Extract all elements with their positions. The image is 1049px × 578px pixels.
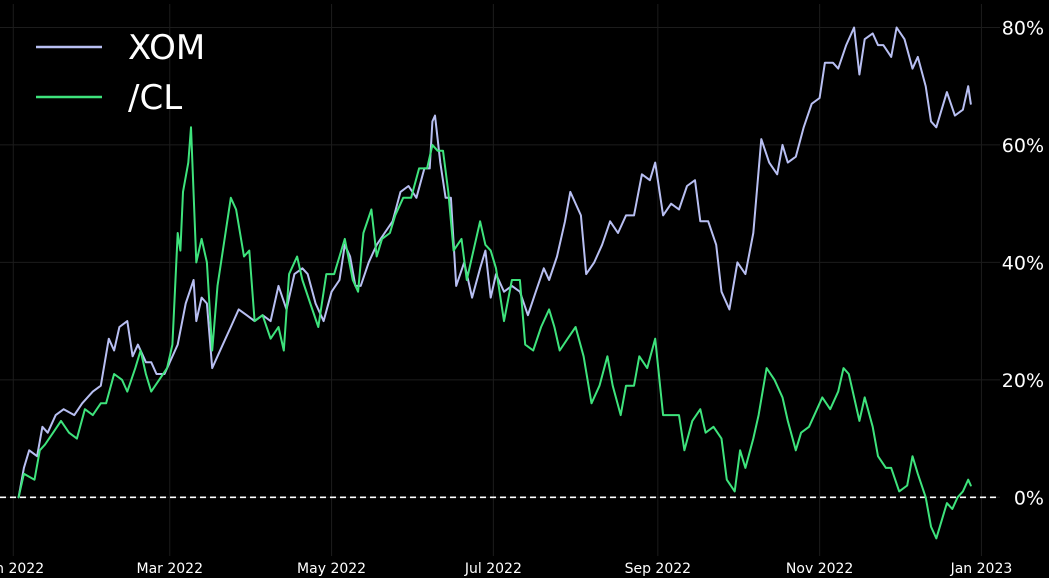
legend-item: XOM bbox=[36, 28, 205, 68]
x-tick-label: Jul 2022 bbox=[464, 561, 522, 577]
legend-item: /CL bbox=[36, 78, 182, 118]
legend-label: /CL bbox=[128, 78, 182, 118]
series-line-xom bbox=[17, 26, 972, 499]
grid-lines bbox=[0, 4, 1000, 556]
y-tick-label: 20% bbox=[1002, 370, 1044, 392]
x-tick-label: Jan 2022 bbox=[0, 561, 44, 577]
legend: XOM/CL bbox=[36, 28, 205, 118]
y-tick-label: 60% bbox=[1002, 135, 1044, 157]
y-tick-label: 0% bbox=[1014, 487, 1044, 509]
x-tick-label: Jan 2023 bbox=[950, 561, 1013, 577]
legend-label: XOM bbox=[128, 28, 205, 68]
x-tick-label: Nov 2022 bbox=[786, 561, 853, 577]
series-line-cl bbox=[17, 126, 972, 540]
x-axis-ticks: Jan 2022 Mar 2022 May 2022 Jul 2022 Sep 2022… bbox=[0, 561, 1012, 577]
x-tick-label: May 2022 bbox=[297, 561, 366, 577]
x-tick-label: Sep 2022 bbox=[625, 561, 691, 577]
y-tick-label: 40% bbox=[1002, 252, 1044, 274]
y-tick-label: 80% bbox=[1002, 17, 1044, 39]
x-tick-label: Mar 2022 bbox=[137, 561, 204, 577]
y-axis-ticks: 0% 20% 40% 60% 80% bbox=[1002, 17, 1044, 509]
series-layer bbox=[17, 26, 972, 540]
